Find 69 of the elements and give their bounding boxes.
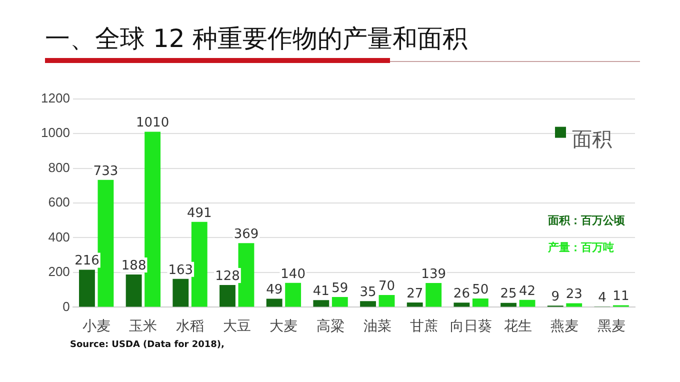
bar: [98, 180, 114, 307]
y-tick-label: 1000: [41, 125, 70, 140]
bar: [378, 295, 395, 307]
bar: [566, 303, 582, 307]
data-label: 25: [500, 286, 517, 302]
data-label: 49: [266, 282, 283, 298]
data-label: 23: [566, 287, 582, 302]
chart-title: 一、全球 12 种重要作物的产量和面积: [45, 23, 468, 55]
x-tick-label: 油菜: [363, 317, 392, 334]
source-note: Source: USDA (Data for 2018),: [70, 340, 224, 350]
data-label: 50: [472, 282, 489, 298]
bar: [472, 298, 488, 307]
data-label: 70: [378, 278, 396, 294]
bar: [191, 222, 208, 307]
x-tick-label: 向日葵: [450, 317, 492, 334]
x-tick-label: 燕麦: [550, 317, 579, 334]
x-tick-label: 小麦: [82, 317, 110, 334]
x-tick-label: 水稻: [176, 317, 204, 334]
bar: [406, 302, 423, 307]
data-label: 733: [93, 164, 118, 179]
x-tick-label: 大麦: [270, 317, 298, 334]
x-tick-label: 黑麦: [598, 317, 626, 334]
y-tick-label: 800: [48, 160, 70, 175]
bar: [285, 282, 302, 307]
bar: [519, 300, 536, 307]
data-label: 188: [121, 258, 146, 274]
x-tick-label: 高粱: [316, 317, 345, 334]
y-tick-label: 0: [62, 298, 70, 314]
bar: [266, 298, 282, 307]
y-tick-label: 600: [48, 194, 70, 210]
x-tick-label: 玉米: [129, 317, 158, 334]
data-label: 27: [406, 286, 424, 302]
y-tick-label: 200: [48, 264, 70, 280]
bar: [126, 274, 142, 307]
annotation: 产量：百万吨: [548, 240, 614, 255]
data-label: 59: [332, 280, 348, 296]
data-label: 11: [612, 289, 630, 304]
data-label: 139: [421, 266, 446, 282]
bar: [172, 278, 189, 307]
data-label: 491: [186, 206, 212, 221]
bar: [426, 283, 442, 307]
data-label: 163: [168, 262, 194, 278]
data-label: 369: [234, 226, 259, 242]
data-label: 9: [551, 290, 560, 305]
y-tick-label: 400: [48, 229, 70, 244]
data-label: 128: [215, 268, 240, 284]
data-label: 42: [518, 284, 536, 299]
data-label: 140: [280, 266, 306, 282]
data-label: 216: [74, 254, 100, 269]
bar: [454, 302, 470, 307]
bar: [332, 296, 348, 307]
bar: [79, 270, 95, 307]
data-label: 41: [312, 284, 330, 299]
data-label: 26: [453, 286, 470, 302]
x-tick-label: 花生: [504, 317, 532, 334]
data-label: 1010: [136, 116, 170, 131]
x-tick-label: 甘蔗: [410, 317, 438, 334]
annotation: 面积：百万公顷: [548, 213, 625, 228]
data-label: 35: [360, 284, 376, 300]
bar: [238, 243, 254, 307]
bar: [500, 302, 516, 307]
x-tick-label: 大豆: [222, 317, 251, 334]
bar: [144, 132, 161, 307]
bar: [220, 284, 236, 307]
bar: [360, 301, 376, 307]
bar: [313, 300, 330, 307]
y-tick-label: 1200: [41, 90, 70, 106]
data-label: 4: [598, 290, 606, 306]
legend-label: 面积: [572, 127, 612, 152]
